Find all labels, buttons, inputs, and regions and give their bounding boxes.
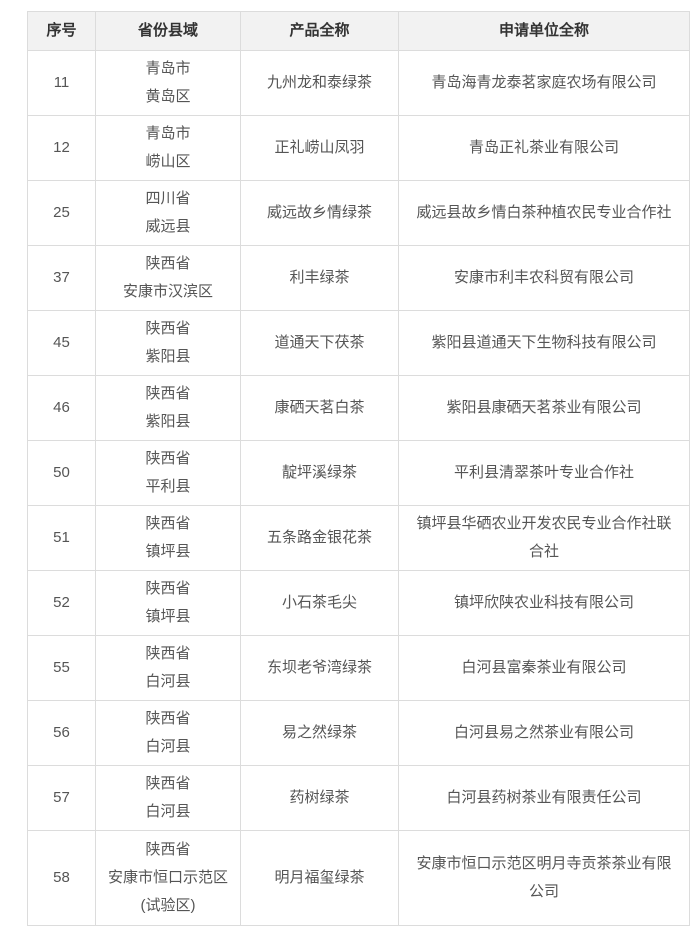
- serial-cell: 45: [27, 310, 96, 376]
- product-cell: 利丰绿茶: [240, 245, 399, 311]
- company-cell: 紫阳县康硒天茗茶业有限公司: [398, 375, 690, 441]
- company-cell: 威远县故乡情白茶种植农民专业合作社: [398, 180, 690, 246]
- serial-cell: 58: [27, 830, 96, 926]
- table-row: 51 陕西省 镇坪县 五条路金银花茶 镇坪县华硒农业开发农民专业合作社联合社: [27, 505, 690, 571]
- table-row: 55 陕西省 白河县 东坝老爷湾绿茶 白河县富秦茶业有限公司: [27, 635, 690, 701]
- region-cell: 青岛市 崂山区: [95, 115, 241, 181]
- company-cell: 紫阳县道通天下生物科技有限公司: [398, 310, 690, 376]
- serial-cell: 56: [27, 700, 96, 766]
- table-row: 25 四川省 威远县 威远故乡情绿茶 威远县故乡情白茶种植农民专业合作社: [27, 180, 690, 246]
- serial-cell: 12: [27, 115, 96, 181]
- product-cell: 药树绿茶: [240, 765, 399, 831]
- table-row: 57 陕西省 白河县 药树绿茶 白河县药树茶业有限责任公司: [27, 765, 690, 831]
- table-row: 56 陕西省 白河县 易之然绿茶 白河县易之然茶业有限公司: [27, 700, 690, 766]
- column-header-company: 申请单位全称: [398, 11, 690, 51]
- serial-cell: 52: [27, 570, 96, 636]
- serial-cell: 11: [27, 50, 96, 116]
- table-row: 58 陕西省 安康市恒口示范区 (试验区) 明月福玺绿茶 安康市恒口示范区明月寺…: [27, 830, 690, 926]
- company-cell: 镇坪欣陕农业科技有限公司: [398, 570, 690, 636]
- serial-cell: 50: [27, 440, 96, 506]
- column-header-serial: 序号: [27, 11, 96, 51]
- product-cell: 东坝老爷湾绿茶: [240, 635, 399, 701]
- serial-cell: 46: [27, 375, 96, 441]
- product-cell: 道通天下茯茶: [240, 310, 399, 376]
- table-row: 11 青岛市 黄岛区 九州龙和泰绿茶 青岛海青龙泰茗家庭农场有限公司: [27, 50, 690, 116]
- region-cell: 四川省 威远县: [95, 180, 241, 246]
- region-cell: 陕西省 白河县: [95, 635, 241, 701]
- column-header-region: 省份县域: [95, 11, 241, 51]
- region-cell: 陕西省 平利县: [95, 440, 241, 506]
- region-cell: 青岛市 黄岛区: [95, 50, 241, 116]
- company-cell: 白河县富秦茶业有限公司: [398, 635, 690, 701]
- company-cell: 安康市恒口示范区明月寺贡茶茶业有限公司: [398, 830, 690, 926]
- product-cell: 正礼崂山凤羽: [240, 115, 399, 181]
- region-cell: 陕西省 白河县: [95, 700, 241, 766]
- product-cell: 靛坪溪绿茶: [240, 440, 399, 506]
- table-row: 52 陕西省 镇坪县 小石茶毛尖 镇坪欣陕农业科技有限公司: [27, 570, 690, 636]
- serial-cell: 51: [27, 505, 96, 571]
- company-cell: 镇坪县华硒农业开发农民专业合作社联合社: [398, 505, 690, 571]
- region-cell: 陕西省 安康市恒口示范区 (试验区): [95, 830, 241, 926]
- product-cell: 九州龙和泰绿茶: [240, 50, 399, 116]
- product-cell: 易之然绿茶: [240, 700, 399, 766]
- region-cell: 陕西省 镇坪县: [95, 505, 241, 571]
- product-cell: 威远故乡情绿茶: [240, 180, 399, 246]
- region-cell: 陕西省 镇坪县: [95, 570, 241, 636]
- serial-cell: 55: [27, 635, 96, 701]
- tea-products-table: 序号 省份县域 产品全称 申请单位全称 11 青岛市 黄岛区 九州龙和泰绿茶 青…: [27, 11, 690, 926]
- region-cell: 陕西省 安康市汉滨区: [95, 245, 241, 311]
- product-cell: 明月福玺绿茶: [240, 830, 399, 926]
- company-cell: 白河县易之然茶业有限公司: [398, 700, 690, 766]
- company-cell: 白河县药树茶业有限责任公司: [398, 765, 690, 831]
- table-row: 50 陕西省 平利县 靛坪溪绿茶 平利县清翠茶叶专业合作社: [27, 440, 690, 506]
- product-cell: 小石茶毛尖: [240, 570, 399, 636]
- serial-cell: 25: [27, 180, 96, 246]
- column-header-product: 产品全称: [240, 11, 399, 51]
- region-cell: 陕西省 紫阳县: [95, 310, 241, 376]
- product-cell: 康硒天茗白茶: [240, 375, 399, 441]
- serial-cell: 57: [27, 765, 96, 831]
- table-row: 46 陕西省 紫阳县 康硒天茗白茶 紫阳县康硒天茗茶业有限公司: [27, 375, 690, 441]
- company-cell: 安康市利丰农科贸有限公司: [398, 245, 690, 311]
- company-cell: 青岛海青龙泰茗家庭农场有限公司: [398, 50, 690, 116]
- table-row: 45 陕西省 紫阳县 道通天下茯茶 紫阳县道通天下生物科技有限公司: [27, 310, 690, 376]
- company-cell: 平利县清翠茶叶专业合作社: [398, 440, 690, 506]
- region-cell: 陕西省 白河县: [95, 765, 241, 831]
- product-cell: 五条路金银花茶: [240, 505, 399, 571]
- table-row: 12 青岛市 崂山区 正礼崂山凤羽 青岛正礼茶业有限公司: [27, 115, 690, 181]
- region-cell: 陕西省 紫阳县: [95, 375, 241, 441]
- company-cell: 青岛正礼茶业有限公司: [398, 115, 690, 181]
- serial-cell: 37: [27, 245, 96, 311]
- table-header-row: 序号 省份县域 产品全称 申请单位全称: [27, 11, 690, 51]
- table-row: 37 陕西省 安康市汉滨区 利丰绿茶 安康市利丰农科贸有限公司: [27, 245, 690, 311]
